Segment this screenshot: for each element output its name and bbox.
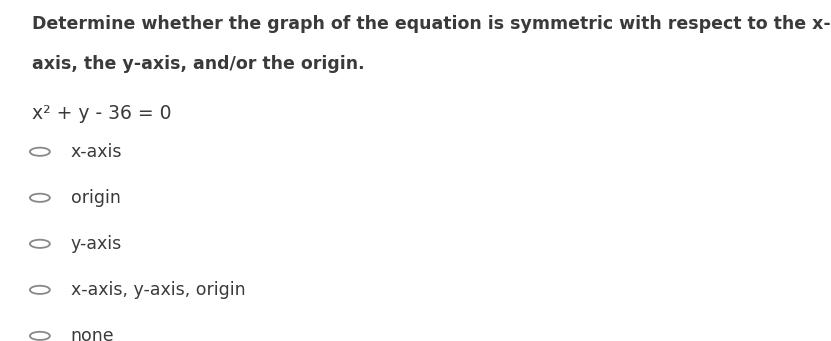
Text: x² + y - 36 = 0: x² + y - 36 = 0 [32,104,171,123]
Text: x-axis, y-axis, origin: x-axis, y-axis, origin [71,281,245,299]
Text: axis, the y-axis, and/or the origin.: axis, the y-axis, and/or the origin. [32,55,364,73]
Text: none: none [71,327,114,341]
Text: origin: origin [71,189,120,207]
Text: y-axis: y-axis [71,235,122,253]
Text: Determine whether the graph of the equation is symmetric with respect to the x-: Determine whether the graph of the equat… [32,15,830,33]
Text: x-axis: x-axis [71,143,122,161]
